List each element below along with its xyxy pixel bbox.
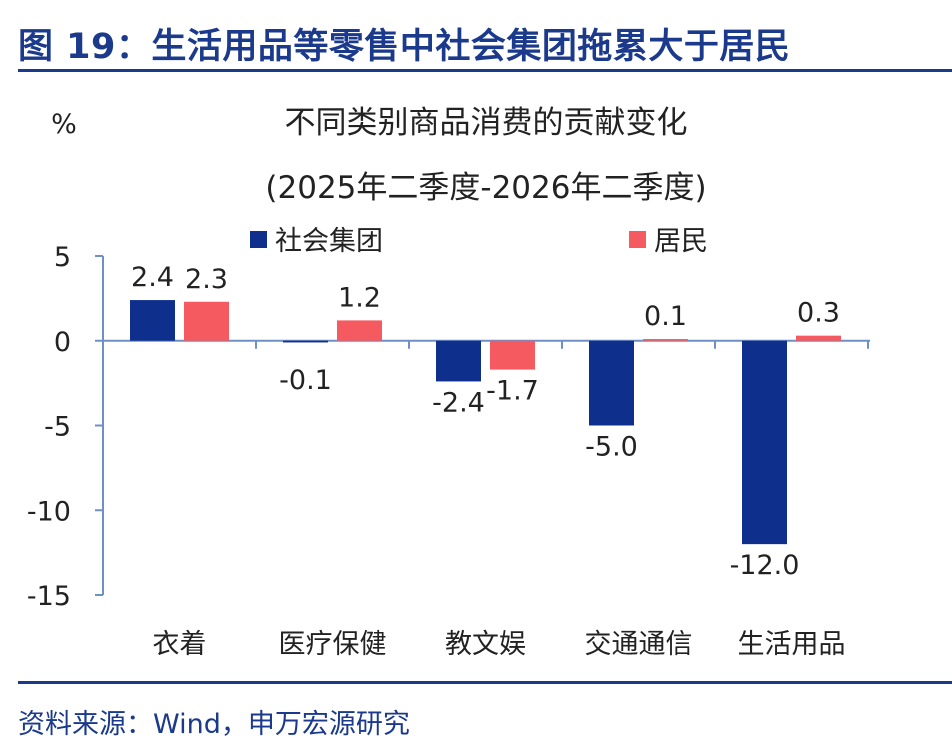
data-label: -1.7: [486, 376, 539, 407]
plot-area: 5 0 -5 -10 -15 2.4 2.3 衣着 -0.1 1.2 医疗保健 -2.4 -1.7 教文娱…: [27, 242, 870, 660]
bar-series2: [490, 340, 535, 370]
data-label: 0.3: [797, 298, 840, 329]
bar-series2: [643, 339, 688, 341]
bar-series2: [796, 335, 841, 341]
bar-series1: [589, 340, 634, 426]
bar-series1: [130, 300, 175, 341]
data-label: -2.4: [432, 387, 485, 418]
x-category-label: 交通通信: [585, 629, 693, 660]
bar-series2: [337, 320, 382, 341]
title-divider: [18, 69, 952, 72]
data-label: 2.3: [185, 264, 228, 295]
y-axis-unit: %: [51, 109, 77, 140]
y-tick-label: -15: [27, 581, 71, 612]
chart-subtitle: (2025年二季度-2026年二季度): [265, 170, 706, 206]
figure-title: 图 19：生活用品等零售中社会集团拖累大于居民: [18, 27, 791, 67]
bar-series1: [742, 340, 787, 545]
data-label: 2.4: [131, 262, 174, 293]
data-label: 1.2: [338, 282, 381, 313]
bar-series1: [283, 340, 328, 343]
bar-series1: [436, 340, 481, 382]
x-category-label: 衣着: [153, 629, 207, 660]
data-label: 0.1: [644, 301, 687, 332]
y-tick-label: -5: [44, 412, 71, 443]
chart-title: 不同类别商品消费的贡献变化: [285, 105, 688, 141]
y-tick-label: -10: [27, 496, 71, 527]
data-label: -12.0: [730, 550, 800, 581]
y-tick-label: 0: [54, 327, 71, 358]
data-label: -0.1: [279, 365, 332, 396]
legend-label: 社会集团: [275, 226, 383, 257]
legend-swatch: [629, 231, 646, 248]
footer-divider: [18, 681, 952, 684]
legend-swatch: [250, 231, 267, 248]
x-category-label: 生活用品: [738, 629, 846, 660]
data-label: -5.0: [585, 432, 638, 463]
y-tick-label: 5: [54, 242, 71, 273]
legend-label: 居民: [654, 226, 708, 257]
legend: 社会集团 居民: [250, 226, 708, 257]
source-note: 资料来源：Wind，申万宏源研究: [18, 709, 410, 740]
bar-series2: [184, 301, 229, 341]
bar-chart: % 不同类别商品消费的贡献变化 (2025年二季度-2026年二季度) 社会集团…: [27, 105, 870, 660]
x-category-label: 教文娱: [445, 629, 526, 660]
x-category-label: 医疗保健: [279, 629, 387, 660]
